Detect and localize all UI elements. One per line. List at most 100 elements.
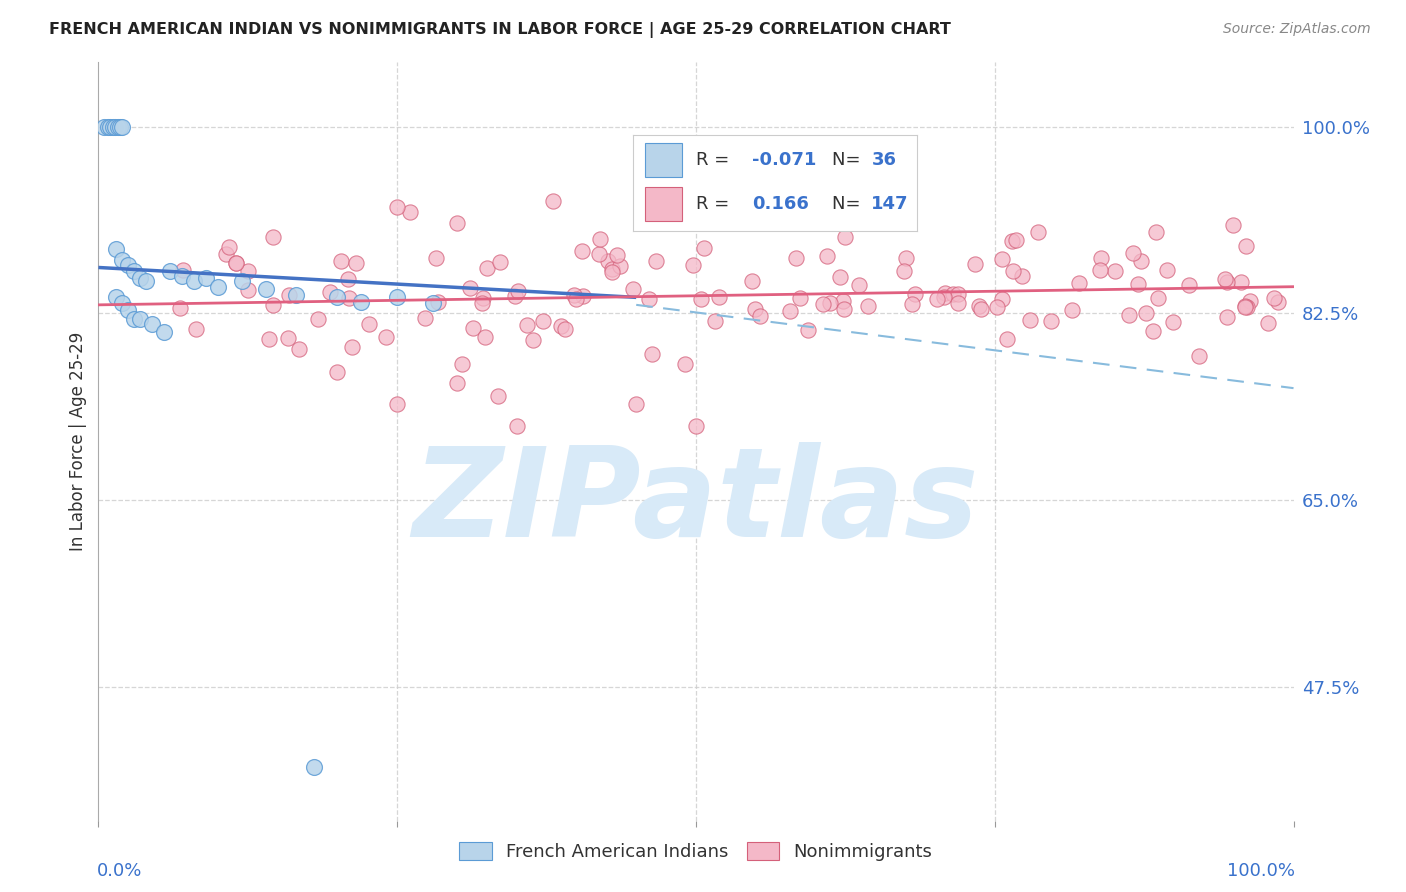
Point — [277, 288, 299, 302]
Point — [329, 254, 352, 268]
Text: 100.0%: 100.0% — [1226, 863, 1295, 880]
Point — [572, 289, 595, 303]
Point — [1234, 300, 1257, 314]
Point — [621, 282, 644, 296]
Point — [1213, 272, 1236, 286]
Point — [336, 272, 359, 286]
Point — [600, 265, 623, 279]
Point — [673, 357, 696, 371]
Point — [531, 314, 554, 328]
Y-axis label: In Labor Force | Age 25-29: In Labor Force | Age 25-29 — [69, 332, 87, 551]
Point — [486, 389, 509, 403]
Point — [505, 289, 527, 303]
Point — [183, 274, 205, 288]
Point — [262, 298, 284, 312]
Point — [893, 264, 915, 278]
Point — [1069, 276, 1091, 290]
Point — [108, 120, 131, 134]
Point — [105, 243, 128, 257]
Point — [970, 301, 993, 316]
Point — [550, 318, 572, 333]
Point — [141, 317, 163, 331]
Point — [97, 120, 120, 134]
Point — [422, 295, 444, 310]
Text: R =: R = — [696, 194, 735, 213]
Point — [1234, 299, 1257, 313]
Point — [744, 302, 766, 317]
Point — [446, 216, 468, 230]
Point — [641, 347, 664, 361]
Point — [1257, 316, 1279, 330]
Point — [1142, 324, 1164, 338]
Point — [124, 263, 146, 277]
Point — [337, 291, 360, 305]
Point — [1088, 263, 1111, 277]
Point — [207, 279, 229, 293]
Point — [218, 240, 240, 254]
Point — [463, 321, 485, 335]
Point — [302, 760, 325, 774]
Point — [779, 304, 801, 318]
Point — [756, 212, 779, 227]
Point — [703, 314, 725, 328]
Point — [427, 295, 450, 310]
Point — [172, 263, 194, 277]
Point — [832, 294, 855, 309]
Point — [101, 120, 124, 134]
Point — [1236, 301, 1258, 315]
Point — [506, 284, 529, 298]
Point — [858, 299, 880, 313]
Point — [385, 290, 409, 304]
Point — [471, 296, 494, 310]
Point — [169, 301, 191, 316]
Point — [848, 277, 870, 292]
Point — [1222, 218, 1244, 232]
Point — [135, 274, 157, 288]
Point — [598, 253, 620, 268]
Point — [288, 343, 311, 357]
Point — [93, 120, 115, 134]
Point — [129, 311, 152, 326]
Point — [818, 296, 841, 310]
Point — [648, 197, 671, 211]
Point — [1230, 276, 1253, 290]
Point — [307, 311, 329, 326]
Point — [398, 204, 420, 219]
Point — [450, 357, 472, 371]
Point — [107, 120, 129, 134]
Point — [554, 322, 576, 336]
Point — [571, 244, 593, 259]
Point — [326, 365, 349, 379]
Point — [1263, 292, 1285, 306]
Point — [344, 256, 367, 270]
Point — [446, 376, 468, 390]
Point — [991, 252, 1014, 266]
Point — [236, 264, 259, 278]
Point — [644, 254, 666, 268]
Point — [813, 297, 835, 311]
Point — [195, 271, 218, 285]
Point — [259, 332, 281, 346]
Point — [413, 310, 436, 325]
Point — [564, 288, 586, 302]
Point — [602, 261, 624, 276]
Point — [284, 288, 307, 302]
Point — [1090, 251, 1112, 265]
Point — [638, 292, 661, 306]
Point — [934, 290, 956, 304]
Point — [942, 286, 965, 301]
Point — [472, 292, 495, 306]
Point — [1001, 263, 1024, 277]
Point — [172, 268, 194, 283]
Point — [236, 283, 259, 297]
Point — [474, 330, 496, 344]
Point — [98, 120, 122, 134]
Point — [589, 232, 612, 246]
Point — [1005, 233, 1028, 247]
Point — [741, 274, 763, 288]
Point — [111, 295, 134, 310]
Point — [682, 258, 704, 272]
Text: 0.0%: 0.0% — [97, 863, 142, 880]
Point — [565, 292, 588, 306]
Point — [111, 252, 134, 267]
